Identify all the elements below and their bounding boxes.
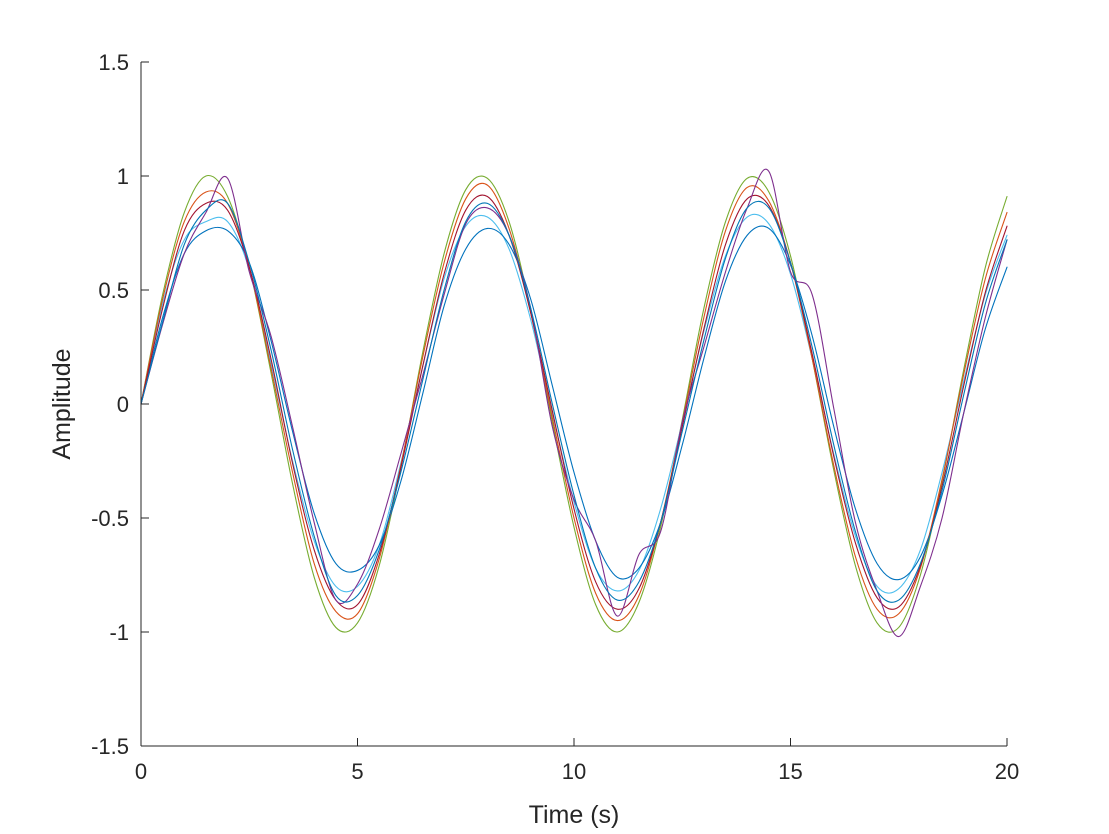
y-tick-label: -1.5 <box>91 734 129 759</box>
y-tick-label: 1 <box>117 164 129 189</box>
series-line-4 <box>140 182 1008 622</box>
y-tick-label: 0 <box>117 392 129 417</box>
x-tick-label: 15 <box>778 759 802 784</box>
y-axis-label: Amplitude <box>48 348 76 459</box>
x-tick-label: 0 <box>135 759 147 784</box>
ticks-group: 0 5 10 15 20 -1.5 -1 -0.5 0 0.5 1 1.5 <box>91 50 1019 784</box>
x-tick-label: 20 <box>995 759 1019 784</box>
series-line-5 <box>140 194 1008 610</box>
axes-background <box>141 62 1007 746</box>
x-axis-label: Time (s) <box>529 801 620 829</box>
y-tick-label: 1.5 <box>98 50 129 75</box>
y-tick-label: 0.5 <box>98 278 129 303</box>
series-group <box>140 168 1008 638</box>
series-line-3 <box>140 225 1008 581</box>
series-line-1 <box>140 174 1008 633</box>
series-line-7 <box>140 199 1008 603</box>
y-tick-label: -0.5 <box>91 506 129 531</box>
y-tick-label: -1 <box>109 620 129 645</box>
x-tick-label: 5 <box>351 759 363 784</box>
x-tick-label: 10 <box>562 759 586 784</box>
